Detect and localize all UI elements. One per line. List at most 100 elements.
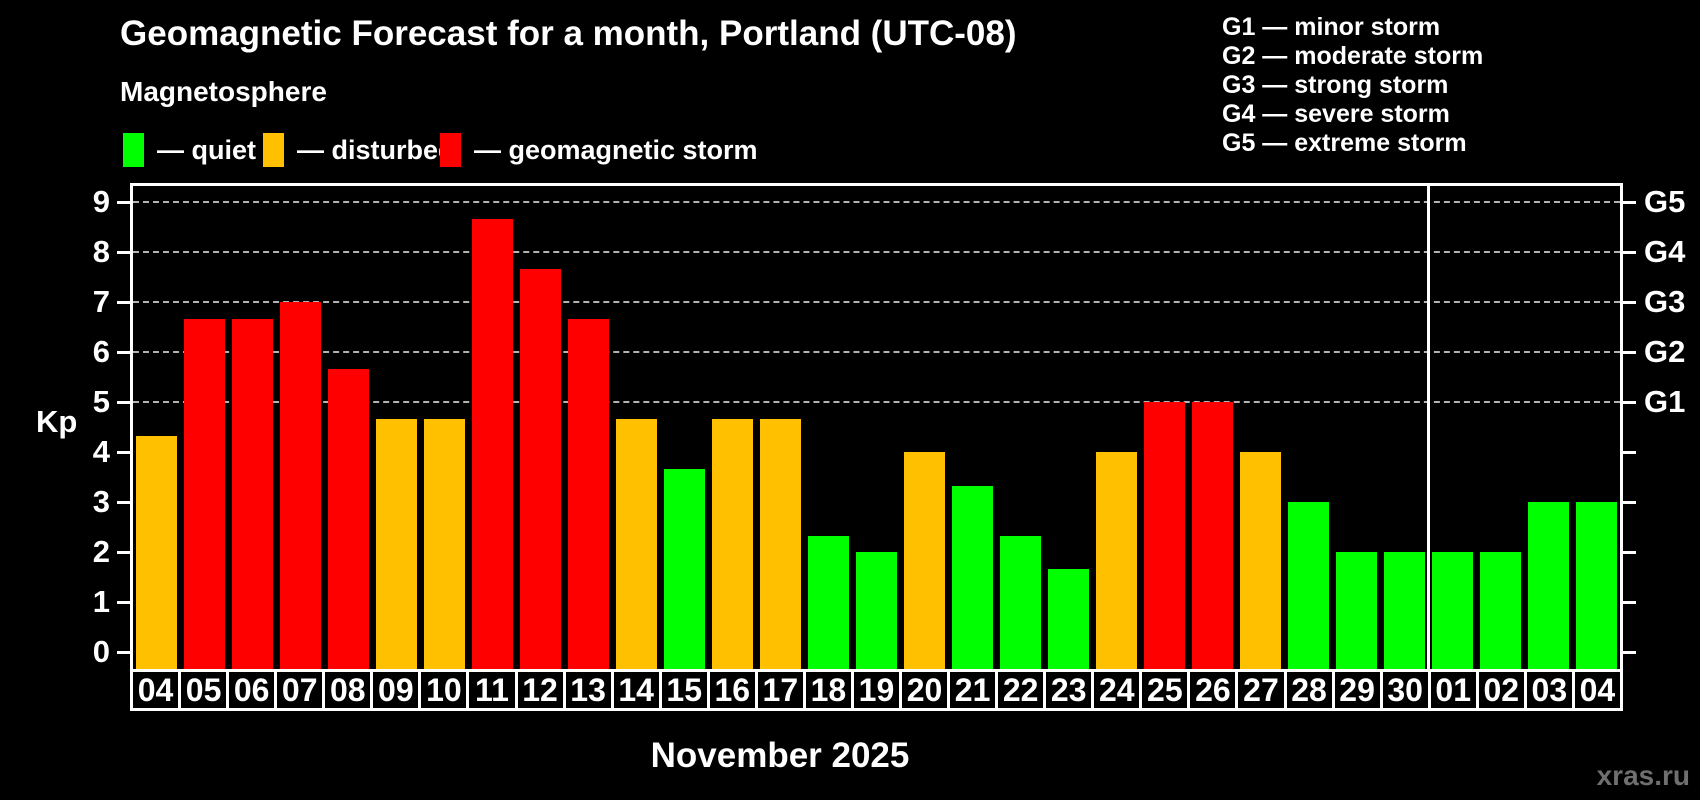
bar-day-25 [1143, 402, 1185, 669]
day-label-09: 09 [370, 669, 422, 711]
day-label-26: 26 [1187, 669, 1239, 711]
g-scale-line-5: G5 — extreme storm [1222, 129, 1467, 157]
bar-day-29 [1335, 552, 1377, 669]
watermark: xras.ru [1596, 760, 1690, 791]
bar-day-06 [232, 318, 274, 669]
y-tick-label-4: 4 [92, 434, 110, 469]
chart-title: Geomagnetic Forecast for a month, Portla… [120, 14, 1017, 53]
bar-day-03 [1527, 502, 1569, 669]
day-label-12: 12 [514, 669, 566, 711]
day-label-05: 05 [178, 669, 230, 711]
left-tick-3 [117, 500, 130, 504]
day-label-10: 10 [418, 669, 470, 711]
bar-day-20 [903, 452, 945, 669]
g-scale-line-2: G2 — moderate storm [1222, 42, 1484, 70]
bar-day-04 [1575, 502, 1617, 669]
bar-day-08 [328, 368, 370, 669]
y-tick-label-7: 7 [92, 284, 110, 319]
left-tick-2 [117, 550, 130, 554]
legend-label-quiet: — quiet [157, 134, 256, 165]
bar-day-19 [856, 552, 897, 669]
day-label-25: 25 [1139, 669, 1191, 711]
bar-day-12 [520, 268, 562, 669]
day-label-19: 19 [850, 669, 902, 711]
bar-day-28 [1287, 502, 1329, 669]
bar-day-02 [1479, 552, 1521, 669]
g-level-label-g5: G5 [1644, 184, 1686, 219]
g-scale-legend: G1 — minor storm G2 — moderate storm G3 — … [1222, 13, 1483, 158]
day-label-14: 14 [610, 669, 662, 711]
day-label-30: 30 [1379, 669, 1431, 711]
day-label-21: 21 [947, 669, 999, 711]
left-tick-5 [117, 400, 130, 404]
left-tick-1 [117, 600, 130, 604]
day-label-24: 24 [1091, 669, 1143, 711]
y-tick-label-2: 2 [92, 534, 110, 569]
gridline-kp-9 [133, 201, 1620, 203]
day-label-08: 08 [322, 669, 374, 711]
g-level-label-g2: G2 [1644, 334, 1686, 369]
quiet-color-swatch [123, 133, 144, 167]
chart-subtitle: Magnetosphere [120, 76, 327, 107]
right-tick-4 [1623, 450, 1636, 454]
day-label-23: 23 [1043, 669, 1095, 711]
legend-item-disturbed: — disturbed [263, 133, 455, 167]
day-label-03: 03 [1523, 669, 1575, 711]
left-tick-7 [117, 300, 130, 304]
legend-item-quiet: — quiet [123, 133, 256, 167]
y-axis-title: Kp [36, 404, 78, 439]
bar-day-09 [376, 418, 418, 669]
bar-day-15 [664, 468, 706, 669]
g-scale-line-3: G3 — strong storm [1222, 71, 1449, 99]
day-label-29: 29 [1331, 669, 1383, 711]
bar-day-10 [424, 418, 466, 669]
bar-day-16 [712, 418, 754, 669]
day-label-15: 15 [658, 669, 710, 711]
gridline-kp-7 [133, 301, 1620, 303]
bar-day-26 [1191, 402, 1233, 669]
right-tick-0 [1623, 650, 1636, 654]
right-tick-3 [1623, 500, 1636, 504]
legend-item-storm: — geomagnetic storm [440, 133, 758, 167]
bar-day-23 [1047, 568, 1089, 669]
day-label-17: 17 [754, 669, 806, 711]
bar-day-07 [280, 302, 322, 669]
right-tick-9 [1623, 200, 1636, 204]
bar-day-18 [808, 535, 850, 669]
month-separator-line [1426, 186, 1430, 669]
day-label-02: 02 [1475, 669, 1527, 711]
left-tick-9 [117, 200, 130, 204]
day-label-11: 11 [466, 669, 518, 711]
g-level-label-g1: G1 [1644, 384, 1686, 419]
g-level-label-g4: G4 [1644, 234, 1686, 269]
right-tick-5 [1623, 400, 1636, 404]
g-level-label-g3: G3 [1644, 284, 1686, 319]
y-tick-label-5: 5 [92, 384, 110, 419]
y-tick-label-6: 6 [92, 334, 110, 369]
day-label-04: 04 [1571, 669, 1623, 711]
day-label-20: 20 [899, 669, 951, 711]
bar-day-05 [184, 318, 226, 669]
g-scale-line-4: G4 — severe storm [1222, 100, 1450, 128]
bar-day-14 [616, 418, 658, 669]
day-label-13: 13 [562, 669, 614, 711]
bar-day-04 [136, 435, 178, 669]
left-tick-8 [117, 250, 130, 254]
y-tick-label-0: 0 [92, 634, 110, 669]
bar-day-17 [760, 418, 802, 669]
gridline-kp-6 [133, 351, 1620, 353]
left-tick-4 [117, 450, 130, 454]
bar-day-21 [951, 485, 993, 669]
bar-day-30 [1383, 552, 1425, 669]
right-tick-2 [1623, 550, 1636, 554]
y-tick-label-3: 3 [92, 484, 110, 519]
y-tick-label-1: 1 [92, 584, 110, 619]
day-label-18: 18 [802, 669, 854, 711]
gridline-kp-5 [133, 401, 1620, 403]
right-tick-1 [1623, 600, 1636, 604]
day-label-07: 07 [274, 669, 326, 711]
plot-area [130, 183, 1623, 669]
left-tick-6 [117, 350, 130, 354]
gridline-kp-8 [133, 251, 1620, 253]
